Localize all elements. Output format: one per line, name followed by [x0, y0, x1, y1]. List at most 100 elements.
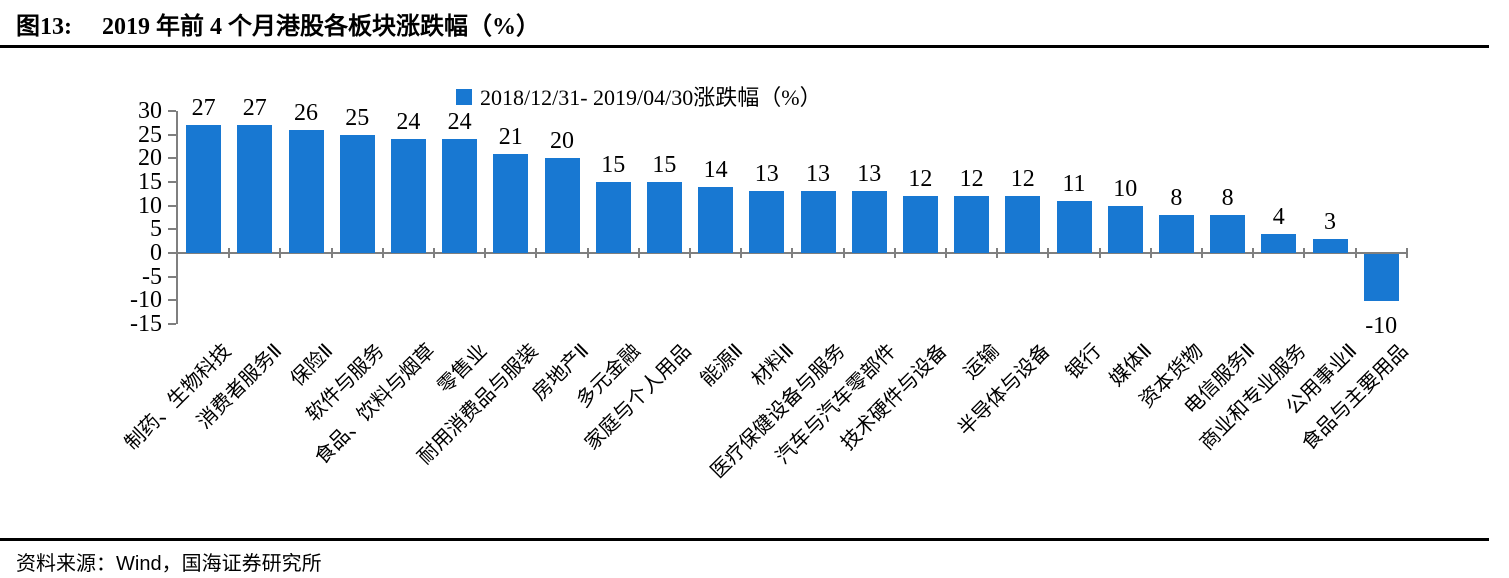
category-axis-tick — [893, 248, 896, 258]
bar — [237, 125, 273, 253]
bar-value-label: 15 — [652, 152, 677, 178]
y-axis-tick — [168, 299, 176, 302]
bar-value-label: 13 — [754, 161, 779, 188]
bar — [390, 139, 426, 253]
bar — [1158, 215, 1194, 253]
bar-value-label: 13 — [806, 161, 830, 188]
y-axis-tick-label: -5 — [142, 263, 162, 290]
category-axis-tick — [433, 248, 435, 258]
source-note: 资料来源：Wind，国海证券研究所 — [16, 547, 322, 576]
bar-value-label: 21 — [498, 123, 523, 150]
bar-value-label: 4 — [1272, 204, 1285, 231]
bar — [1005, 196, 1041, 253]
bar-value-label: 27 — [191, 95, 216, 122]
y-axis-tick — [168, 133, 176, 136]
y-axis-tick-label: 20 — [138, 145, 162, 172]
category-axis-tick — [1303, 248, 1306, 258]
bar-value-label: 20 — [550, 128, 574, 155]
y-axis-tick — [168, 275, 176, 278]
bar — [646, 182, 682, 253]
footer-divider — [0, 538, 1489, 541]
bar-value-label: 12 — [908, 166, 933, 193]
bar — [698, 186, 734, 253]
bar — [1363, 254, 1399, 302]
bar — [749, 191, 785, 253]
category-axis-tick — [740, 248, 743, 258]
bar-value-label: 26 — [294, 99, 318, 126]
bar — [1261, 234, 1297, 253]
y-axis-tick — [168, 110, 176, 112]
category-axis-tick — [586, 248, 589, 258]
y-axis-tick-label: 5 — [150, 216, 162, 243]
category-label: 银行 — [1061, 340, 1106, 384]
figure-label: 图13: — [16, 14, 72, 40]
category-axis-tick — [842, 248, 845, 258]
category-axis-tick — [945, 248, 947, 258]
bar — [339, 134, 375, 253]
y-axis-tick — [168, 228, 176, 231]
title-divider — [0, 45, 1489, 48]
bar — [851, 191, 887, 253]
bar-value-label: 27 — [242, 95, 267, 122]
bar — [493, 153, 529, 253]
category-axis-tick — [689, 248, 691, 258]
bar — [595, 182, 631, 253]
bar-value-label: 12 — [959, 166, 984, 193]
category-axis-tick — [484, 248, 487, 258]
bar-value-label: 24 — [396, 109, 421, 136]
y-axis-line — [176, 111, 178, 324]
category-label: 运输 — [959, 340, 1004, 384]
figure-title-row: 图13: 2019 年前 4 个月港股各板块涨跌幅（%） — [16, 6, 540, 41]
category-axis-tick — [1098, 248, 1101, 258]
bar-value-label: -10 — [1365, 313, 1398, 340]
y-axis-tick — [168, 323, 176, 325]
category-axis-tick — [637, 248, 640, 258]
bar — [186, 125, 222, 253]
bar-value-label: 13 — [857, 161, 882, 188]
category-axis-tick — [1047, 248, 1050, 258]
bar-value-label: 24 — [447, 109, 472, 136]
bar — [1056, 200, 1092, 253]
y-axis-tick-label: -15 — [130, 311, 162, 337]
category-axis-tick — [791, 248, 794, 258]
source-prefix: 资料来源： — [16, 553, 116, 575]
y-axis-tick — [168, 252, 176, 254]
bar-value-label: 11 — [1062, 170, 1086, 197]
category-axis-tick — [1405, 248, 1408, 258]
legend-series-marker — [456, 89, 472, 105]
y-axis-tick-label: 25 — [138, 121, 162, 148]
y-axis-tick-label: 30 — [138, 98, 162, 124]
bar-value-label: 15 — [601, 152, 626, 178]
bar-value-label: 8 — [1170, 185, 1183, 212]
y-axis-tick-label: 15 — [138, 169, 162, 195]
category-axis-tick — [1252, 248, 1255, 258]
y-axis-tick-label: -10 — [130, 287, 162, 314]
bar — [954, 196, 990, 253]
bar — [1312, 238, 1348, 253]
bar — [902, 196, 938, 253]
category-axis-tick — [1149, 248, 1152, 258]
y-axis-tick-label: 0 — [150, 240, 162, 266]
category-axis-tick — [381, 248, 384, 258]
legend-series-label: 2018/12/31- 2019/04/30涨跌幅（%） — [480, 85, 822, 110]
bar-value-label: 10 — [1113, 175, 1138, 202]
category-axis-tick — [279, 248, 282, 258]
source-suffix: ，国海证券研究所 — [161, 553, 322, 575]
bar — [1210, 215, 1246, 253]
bar-value-label: 25 — [345, 104, 370, 131]
bar-value-label: 12 — [1010, 166, 1035, 193]
chart-legend: 2018/12/31- 2019/04/30涨跌幅（%） — [456, 80, 822, 112]
bar — [442, 139, 478, 253]
y-axis-tick — [168, 181, 176, 183]
category-label: 能源Ⅱ — [696, 340, 748, 391]
category-axis-tick — [1201, 248, 1203, 258]
bar-value-label: 14 — [703, 156, 728, 183]
category-axis-tick — [228, 248, 231, 258]
y-axis-tick — [168, 157, 176, 160]
bar — [1107, 205, 1143, 253]
category-label: 半导体与设备 — [953, 340, 1055, 441]
y-axis-tick-label: 10 — [138, 192, 162, 219]
category-axis-tick — [330, 248, 333, 258]
